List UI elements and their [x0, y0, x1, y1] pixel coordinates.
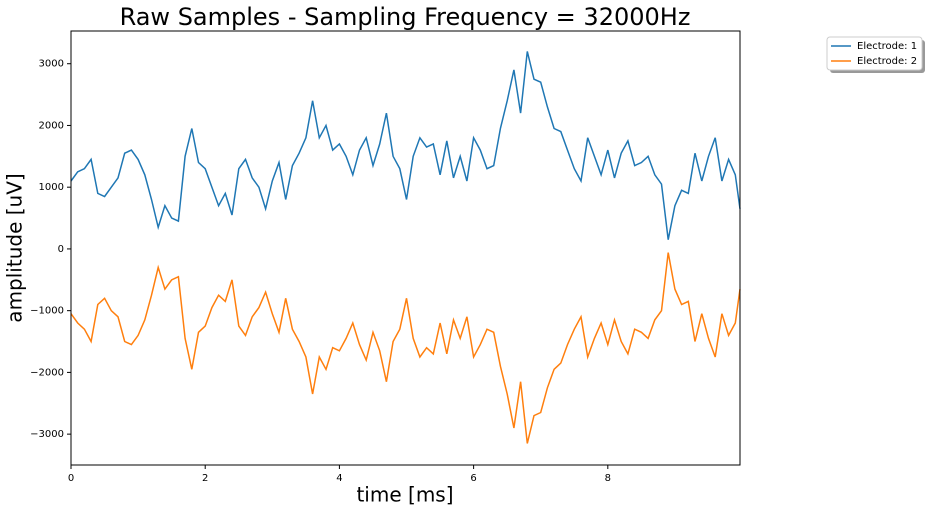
y-tick-label: 0 [58, 244, 64, 255]
line-series [70, 252, 741, 444]
x-tick-label: 2 [202, 473, 208, 484]
x-tick-label: 4 [336, 473, 342, 484]
legend-label: Electrode: 2 [857, 56, 917, 67]
x-axis-label: time [ms] [356, 483, 453, 507]
plot-area [71, 31, 740, 465]
x-tick-label: 8 [605, 473, 611, 484]
axes-frame [70, 30, 741, 466]
y-tick-label: −3000 [30, 429, 64, 440]
y-tick-label: −2000 [30, 367, 64, 378]
line-series [70, 51, 741, 240]
y-tick-label: 3000 [39, 59, 64, 70]
y-axis-label: amplitude [uV] [3, 173, 27, 322]
y-tick-label: 1000 [39, 182, 64, 193]
legend-label: Electrode: 1 [857, 41, 917, 52]
x-tick-label: 6 [470, 473, 476, 484]
y-tick-label: 2000 [39, 120, 64, 131]
chart-title: Raw Samples - Sampling Frequency = 32000… [120, 3, 691, 31]
y-tick-label: −1000 [30, 306, 64, 317]
x-tick-label: 0 [68, 473, 74, 484]
